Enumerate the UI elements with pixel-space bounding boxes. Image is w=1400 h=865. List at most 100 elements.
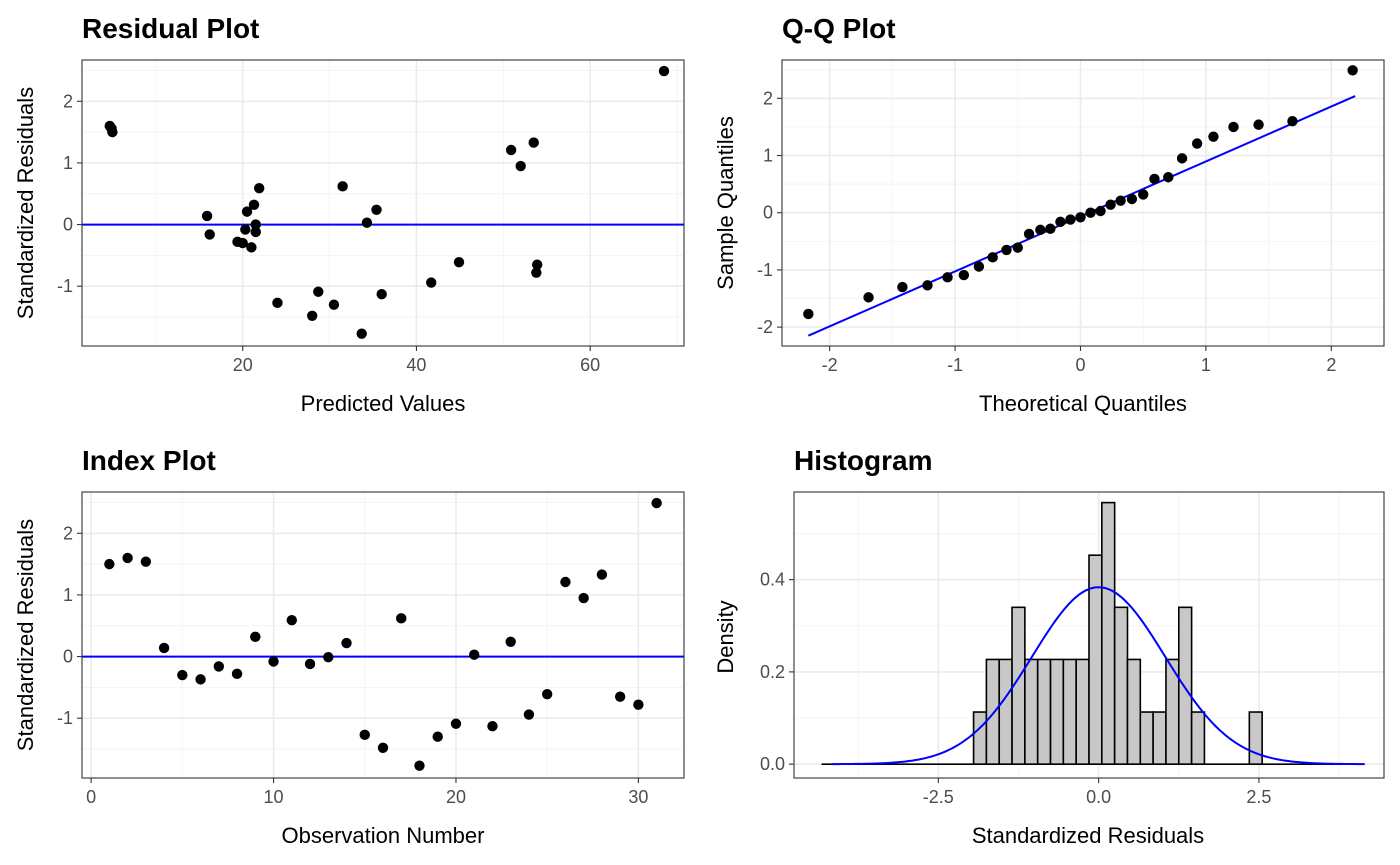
data-point — [531, 259, 543, 270]
data-point — [1228, 121, 1239, 133]
y-tick-label: 0.2 — [760, 662, 785, 682]
data-point — [942, 272, 953, 283]
data-point — [863, 292, 874, 303]
data-point — [104, 558, 115, 570]
data-point — [158, 642, 170, 654]
data-point — [1191, 138, 1203, 149]
data-point — [515, 160, 526, 172]
data-point — [453, 256, 465, 268]
data-point — [376, 289, 387, 300]
histogram-bar — [1152, 711, 1167, 765]
data-point — [560, 576, 571, 588]
data-point — [1001, 244, 1012, 256]
y-tick-label: 0.0 — [760, 754, 785, 774]
data-point — [658, 65, 670, 77]
data-point — [1023, 228, 1035, 240]
qq-plot-xlabel: Theoretical Quantiles — [979, 391, 1187, 416]
data-point — [356, 328, 367, 339]
data-point — [1253, 119, 1264, 130]
index-plot-title: Index Plot — [82, 445, 216, 476]
data-point — [803, 308, 814, 320]
data-point — [307, 310, 318, 321]
qq-plot-title: Q-Q Plot — [782, 13, 896, 44]
density-curve — [832, 586, 1365, 766]
residual-plot-title: Residual Plot — [82, 13, 259, 44]
data-point — [250, 226, 261, 238]
histogram-bar — [1190, 711, 1206, 765]
histogram-bar — [1024, 658, 1039, 765]
data-point — [973, 261, 985, 272]
histogram-xlabel: Standardized Residuals — [972, 823, 1204, 848]
data-point — [1163, 172, 1174, 183]
data-point — [377, 742, 389, 753]
data-point — [958, 269, 970, 281]
data-point — [140, 556, 152, 567]
residual-plot-panel: 20 40 60 -1 0 1 2 — [57, 59, 685, 375]
histogram-bar — [1062, 658, 1077, 765]
data-point — [254, 183, 265, 194]
data-point — [1055, 216, 1066, 228]
y-tick-label: 2 — [63, 523, 73, 543]
index-plot-ylabel: Standardized Residuals — [13, 519, 38, 751]
x-tick-label: -1 — [947, 355, 963, 375]
data-point — [987, 252, 998, 263]
x-tick-label: 10 — [264, 787, 284, 807]
y-tick-label: 0.4 — [760, 570, 785, 590]
data-point — [651, 497, 662, 509]
data-point — [1012, 242, 1023, 253]
y-tick-label: -1 — [57, 708, 73, 728]
data-point — [922, 280, 933, 291]
x-tick-label: 20 — [233, 355, 253, 375]
x-tick-label: -2 — [822, 355, 838, 375]
data-point — [1115, 195, 1126, 206]
data-point — [596, 569, 608, 580]
data-point — [1287, 116, 1298, 127]
data-point — [195, 674, 206, 685]
histogram-bar — [1101, 501, 1116, 765]
data-point — [237, 237, 248, 249]
data-point — [246, 242, 257, 253]
data-point — [1126, 193, 1138, 205]
data-point — [1208, 131, 1219, 142]
data-point — [1138, 189, 1149, 200]
data-point — [450, 718, 462, 729]
data-point — [1065, 214, 1076, 225]
x-tick-label: 0.0 — [1086, 787, 1111, 807]
x-tick-label: 2.5 — [1246, 787, 1271, 807]
histogram-bar — [1177, 606, 1193, 765]
histogram-bar — [1036, 658, 1052, 765]
data-point — [614, 691, 626, 702]
data-point — [426, 277, 437, 288]
data-point — [359, 729, 370, 741]
data-point — [361, 217, 373, 228]
data-point — [122, 552, 133, 564]
panel-border — [81, 59, 685, 347]
qq-plot-ylabel: Sample Quantiles — [713, 116, 738, 290]
histogram-panel: -2.5 0.0 2.5 0.0 0.2 0.4 — [760, 491, 1385, 807]
residual-plot-ylabel: Standardized Residuals — [13, 87, 38, 319]
data-point — [371, 204, 382, 215]
qq-plot-panel: -2 -1 0 1 2 -2 -1 0 1 2 — [757, 59, 1385, 375]
data-point — [241, 206, 253, 217]
data-point — [1085, 207, 1096, 218]
data-point — [1347, 65, 1358, 76]
histogram-bar — [1126, 658, 1142, 765]
y-tick-label: 1 — [63, 153, 73, 173]
histogram-bar — [1113, 606, 1129, 765]
data-point — [250, 631, 261, 643]
qq-plot: Q-Q Plot Theoretical Quantiles Sample Qu… — [713, 13, 1385, 416]
residual-plot: Residual Plot Predicted Values Standardi… — [13, 13, 685, 416]
data-point — [531, 267, 542, 278]
histogram-bar — [985, 658, 1001, 765]
histogram-plot: Histogram Standardized Residuals Density… — [713, 445, 1385, 848]
data-point — [107, 126, 118, 138]
histogram-bar — [972, 711, 988, 765]
y-tick-label: 1 — [63, 585, 73, 605]
data-point — [505, 144, 517, 156]
data-point — [1095, 205, 1106, 217]
data-point — [213, 661, 225, 672]
histogram-bar — [998, 658, 1013, 765]
data-point — [897, 281, 908, 293]
panel-border — [793, 491, 1385, 779]
x-tick-label: 40 — [406, 355, 426, 375]
